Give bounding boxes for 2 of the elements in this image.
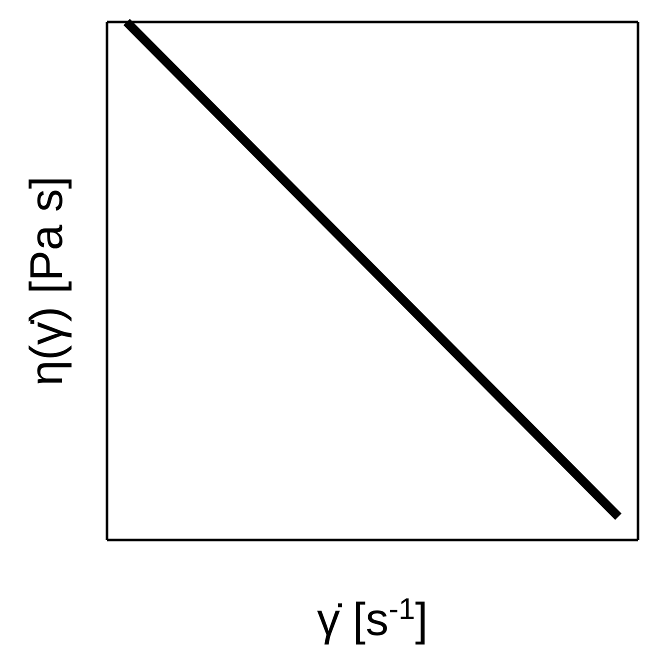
x-axis-title: γ̇ [s$^{-1}$] xyxy=(317,592,428,645)
y-axis-title: η(γ̇) [Pa s] xyxy=(20,176,72,386)
